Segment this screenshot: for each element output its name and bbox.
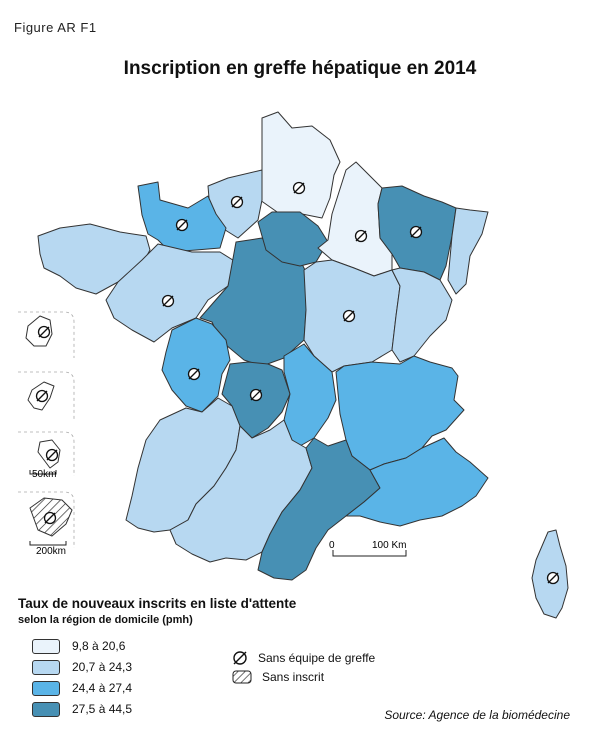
map-title: Inscription en greffe hépatique en 2014 [123, 58, 477, 79]
inset-scale-bar-small [29, 470, 57, 475]
source-note: Source: Agence de la biomédecine [384, 708, 570, 722]
no-team-symbols [35, 181, 560, 585]
inset-scale-label-large: 200km [36, 546, 66, 557]
legend-symbol-row: Sans inscrit [232, 670, 324, 684]
legend-label: 24,4 à 27,4 [72, 681, 133, 695]
no-team-symbol-icon [342, 309, 356, 323]
legend-label: 20,7 à 24,3 [72, 660, 133, 674]
legend-title: Taux de nouveaux inscrits en liste d'att… [18, 596, 297, 611]
hatch-symbol-icon [232, 670, 252, 684]
inset-frame-2 [18, 371, 75, 420]
inset-frame-4 [18, 491, 75, 548]
inset-frame-1 [18, 311, 75, 358]
region-alsace [447, 207, 489, 295]
no-team-symbol-icon [233, 651, 247, 665]
no-team-symbol-icon [354, 229, 368, 243]
no-team-symbol-icon [45, 448, 59, 462]
region-languedoc-roussillon [257, 437, 381, 581]
region-pays-de-la-loire [105, 243, 237, 343]
scale-bar [332, 550, 407, 557]
legend-item: 24,4 à 27,4 [32, 679, 132, 697]
legend-item: 9,8 à 20,6 [32, 637, 125, 655]
region-normandie [137, 181, 227, 253]
no-team-symbol-icon [292, 181, 306, 195]
no-team-symbol-icon [409, 225, 423, 239]
legend-swatch [32, 638, 60, 654]
no-team-symbol-icon [187, 367, 201, 381]
no-team-symbol-icon [43, 511, 57, 525]
legend-swatch [32, 680, 60, 696]
legend-swatch [32, 701, 60, 717]
no-team-symbol-icon [230, 195, 244, 209]
inset-scale-label-small: 50km [32, 469, 56, 480]
legend-item: 20,7 à 24,3 [32, 658, 132, 676]
legend-swatch [32, 659, 60, 675]
region-franche-comte [391, 267, 453, 363]
legend-symbol-label: Sans inscrit [262, 670, 325, 684]
region-poitou-charentes [161, 317, 231, 413]
no-team-symbol-icon [37, 325, 51, 339]
inset-scale-bar-large [29, 541, 67, 546]
legend-label: 9,8 à 20,6 [72, 639, 126, 653]
legend-label: 27,5 à 44,5 [72, 702, 133, 716]
no-team-symbol-icon [249, 388, 263, 402]
region-midi-pyrenees [169, 419, 313, 563]
no-team-symbol-icon [35, 389, 49, 403]
legend-symbol-row: Sans équipe de greffe [232, 650, 375, 666]
region-paca [345, 437, 489, 527]
legend-subtitle: selon la région de domicile (pmh) [18, 614, 193, 626]
legend-symbol-label: Sans équipe de greffe [258, 651, 376, 665]
no-team-symbol-icon [175, 218, 189, 232]
legend-item: 27,5 à 44,5 [32, 700, 132, 718]
figure-label: Figure AR F1 [14, 20, 97, 35]
scale-bar-end-label: 100 Km [372, 540, 406, 551]
scale-bar-start-label: 0 [329, 540, 335, 551]
no-team-symbol-icon [546, 571, 560, 585]
region-nord-pas-de-calais [259, 111, 341, 219]
no-team-symbol-icon [161, 294, 175, 308]
inset-frame-3 [18, 431, 75, 476]
